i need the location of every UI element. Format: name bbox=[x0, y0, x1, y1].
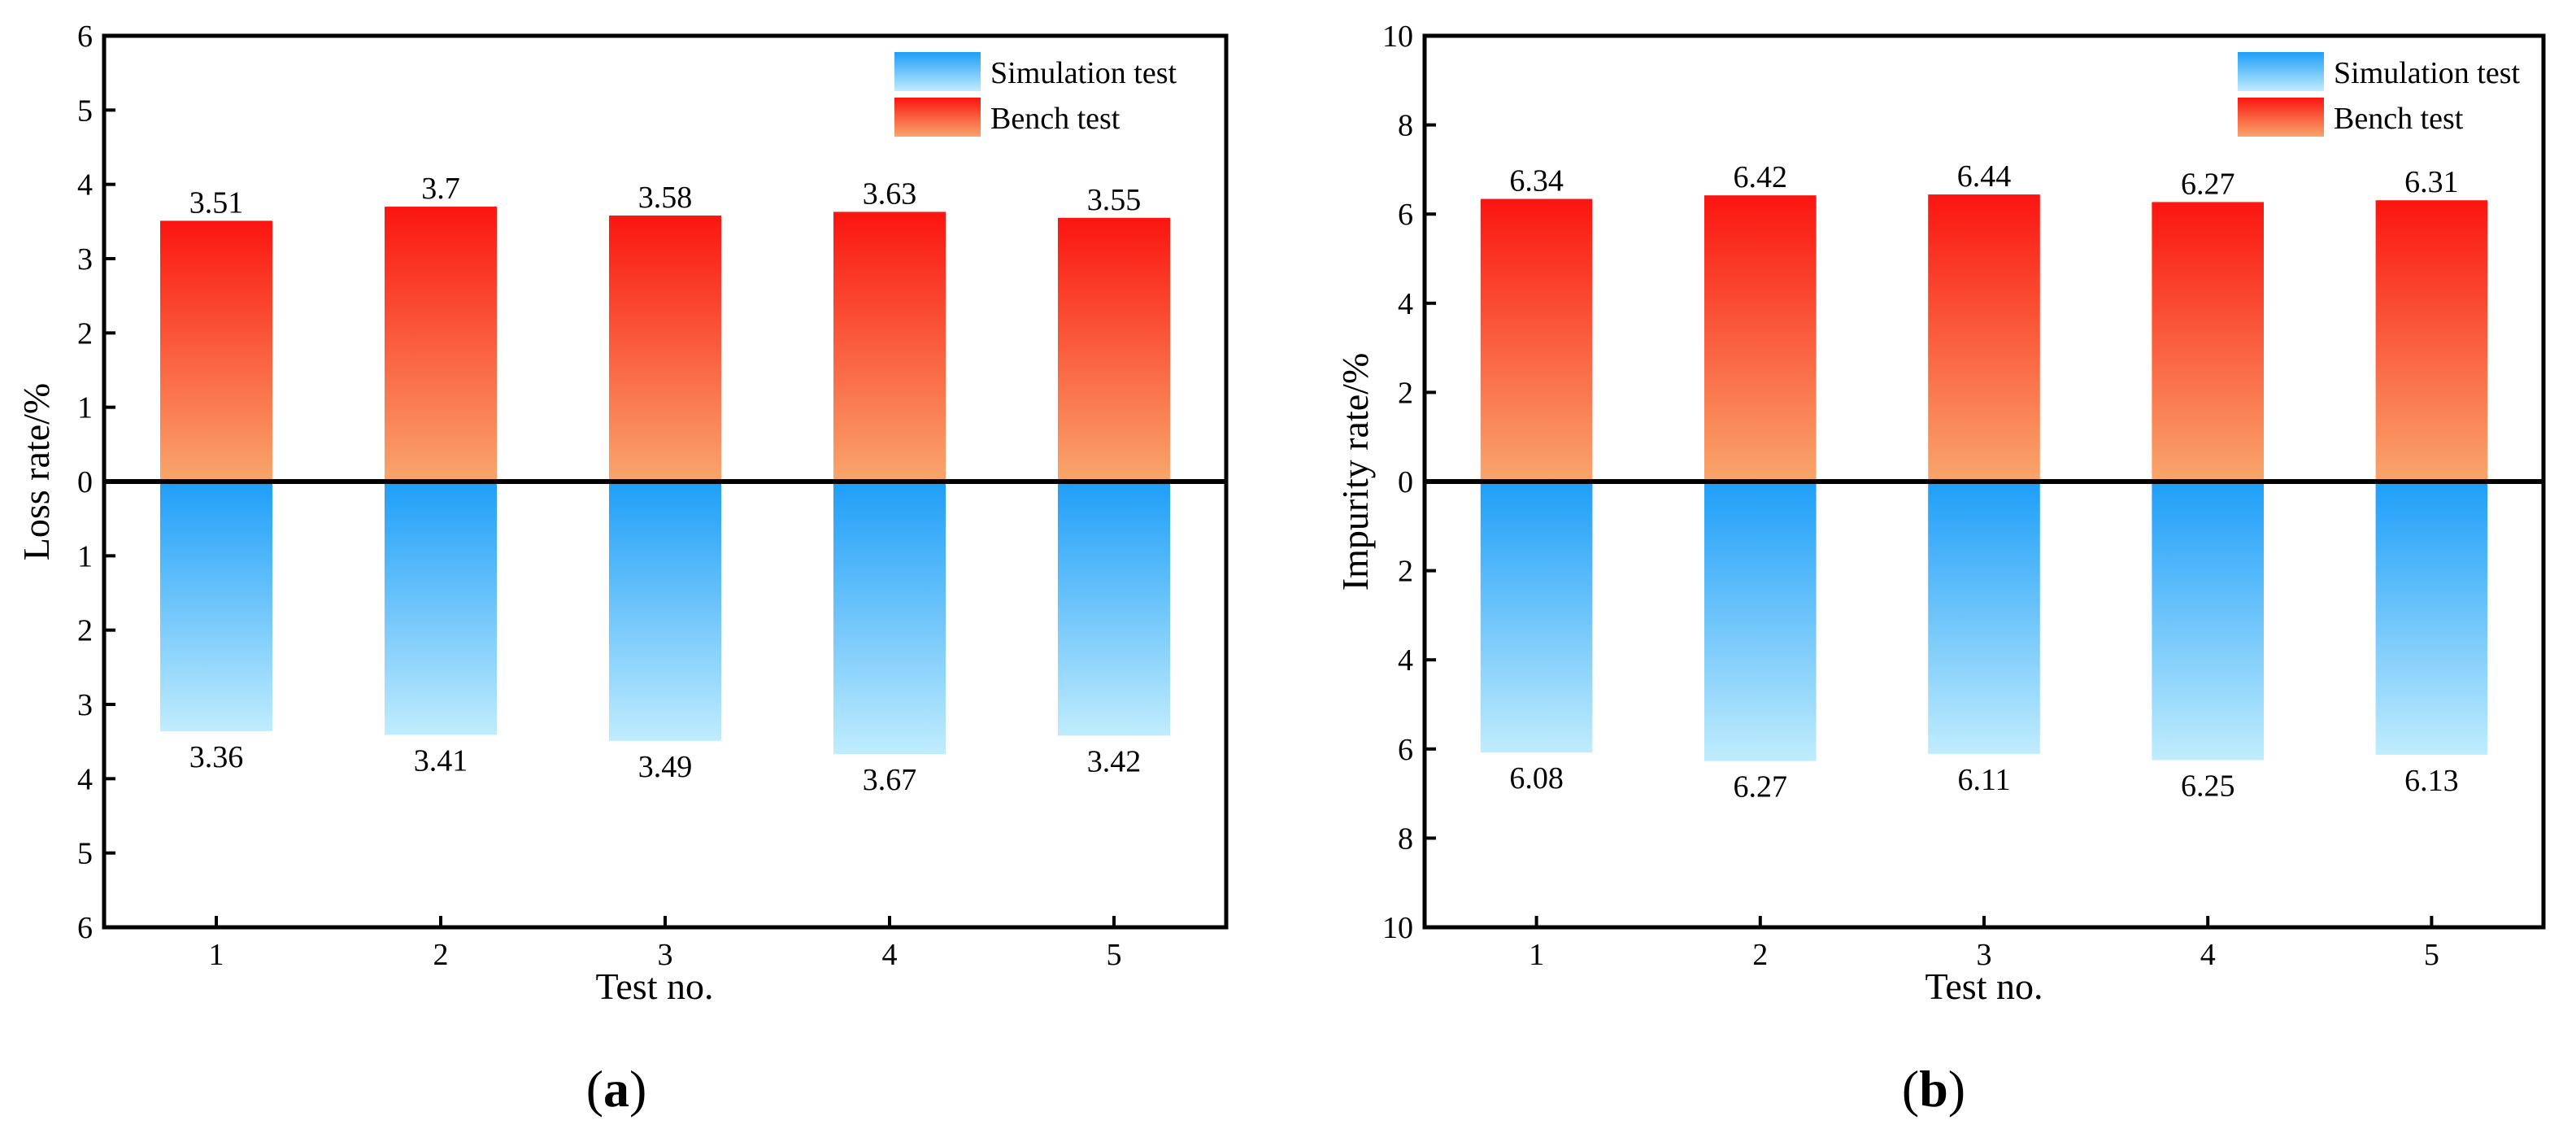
y-tick-label: 6 bbox=[1398, 198, 1413, 232]
bar-bench-test bbox=[1480, 198, 1593, 482]
bar-simulation-test bbox=[1928, 482, 2040, 754]
y-tick-label: 6 bbox=[1398, 733, 1413, 767]
legend-swatch-bench bbox=[2238, 98, 2324, 137]
plot-area: 6.34 6.08 6.42 6.27 6.44 6.11 6.27 6.25 6.31 6.13… bbox=[1382, 20, 2546, 972]
x-tick-label: 4 bbox=[2200, 938, 2216, 972]
x-tick-label: 2 bbox=[1752, 938, 1768, 972]
x-tick-label: 5 bbox=[2424, 938, 2439, 972]
panel-label-a: (a) bbox=[586, 1060, 647, 1118]
data-label-bench: 6.27 bbox=[2181, 167, 2235, 201]
y-tick-label: 0 bbox=[77, 465, 93, 499]
panel-label-b: (b) bbox=[1902, 1060, 1965, 1118]
bar-simulation-test bbox=[1704, 482, 1817, 761]
y-axis-label: Loss rate/% bbox=[15, 383, 57, 560]
x-tick-label: 1 bbox=[1529, 938, 1544, 972]
y-tick-label: 4 bbox=[1398, 643, 1413, 678]
chart-panel-b: 6.34 6.08 6.42 6.27 6.44 6.11 6.27 6.25 6.31 6.13… bbox=[1334, 20, 2546, 1118]
x-tick-label: 1 bbox=[209, 938, 224, 972]
data-label-simulation: 6.08 bbox=[1509, 761, 1564, 796]
data-label-bench: 6.31 bbox=[2404, 165, 2459, 199]
data-label-simulation: 3.67 bbox=[863, 763, 917, 797]
data-label-bench: 6.42 bbox=[1734, 160, 1788, 194]
y-tick-label: 10 bbox=[1382, 911, 1413, 945]
data-label-simulation: 6.11 bbox=[1957, 763, 2010, 797]
bar-simulation-test bbox=[833, 482, 946, 755]
bar-simulation-test bbox=[385, 482, 497, 735]
y-tick-label: 4 bbox=[77, 762, 93, 796]
data-label-simulation: 3.49 bbox=[638, 750, 693, 784]
legend-swatch-simulation bbox=[894, 52, 981, 91]
x-tick-label: 3 bbox=[1977, 938, 1992, 972]
y-axis-label: Impurity rate/% bbox=[1334, 353, 1376, 591]
data-label-bench: 3.7 bbox=[421, 172, 460, 206]
y-tick-label: 5 bbox=[77, 837, 93, 871]
bar-bench-test bbox=[1704, 195, 1817, 482]
x-tick-label: 2 bbox=[433, 938, 449, 972]
y-tick-label: 1 bbox=[77, 391, 93, 425]
y-tick-label: 6 bbox=[77, 911, 93, 945]
data-label-bench: 3.63 bbox=[863, 177, 917, 211]
bar-bench-test bbox=[2152, 202, 2264, 482]
bar-bench-test bbox=[1928, 194, 2040, 482]
y-tick-label: 8 bbox=[1398, 822, 1413, 856]
bar-simulation-test bbox=[2152, 482, 2264, 761]
chart-panel-a: 3.51 3.36 3.7 3.41 3.58 3.49 3.63 3.67 3.55 3.42 6… bbox=[15, 20, 1229, 1118]
x-tick-label: 3 bbox=[658, 938, 673, 972]
y-tick-label: 5 bbox=[77, 94, 93, 128]
data-label-bench: 6.34 bbox=[1509, 164, 1564, 198]
x-axis-label: Test no. bbox=[596, 966, 714, 1007]
legend-swatch-bench bbox=[894, 98, 981, 137]
bar-bench-test bbox=[833, 211, 946, 482]
bar-bench-test bbox=[1058, 217, 1170, 482]
data-label-simulation: 6.13 bbox=[2404, 764, 2459, 798]
data-label-simulation: 6.25 bbox=[2181, 769, 2235, 804]
y-tick-label: 2 bbox=[77, 614, 93, 648]
y-tick-label: 2 bbox=[1398, 555, 1413, 589]
y-tick-label: 4 bbox=[1398, 287, 1413, 321]
data-label-simulation: 3.41 bbox=[414, 743, 468, 778]
bar-simulation-test bbox=[160, 482, 272, 731]
data-label-bench: 3.55 bbox=[1087, 183, 1142, 217]
legend-label-simulation: Simulation test bbox=[2334, 56, 2521, 90]
bar-bench-test bbox=[609, 216, 721, 482]
data-label-simulation: 3.36 bbox=[189, 740, 244, 774]
bar-simulation-test bbox=[2375, 482, 2488, 755]
legend-label-bench: Bench test bbox=[990, 102, 1120, 136]
legend-swatch-simulation bbox=[2238, 52, 2324, 91]
y-tick-label: 8 bbox=[1398, 109, 1413, 143]
bar-simulation-test bbox=[1058, 482, 1170, 736]
bar-bench-test bbox=[385, 207, 497, 482]
y-tick-label: 3 bbox=[77, 242, 93, 277]
x-tick-label: 4 bbox=[882, 938, 898, 972]
y-tick-label: 4 bbox=[77, 168, 93, 203]
bar-bench-test bbox=[160, 220, 272, 482]
data-label-simulation: 3.42 bbox=[1087, 744, 1142, 778]
y-tick-label: 0 bbox=[1398, 465, 1413, 499]
y-tick-label: 2 bbox=[77, 316, 93, 351]
data-label-bench: 6.44 bbox=[1957, 159, 2012, 194]
legend-label-bench: Bench test bbox=[2334, 102, 2464, 136]
y-tick-label: 6 bbox=[77, 20, 93, 54]
legend-label-simulation: Simulation test bbox=[990, 56, 1177, 90]
bar-simulation-test bbox=[1480, 482, 1593, 753]
y-tick-label: 10 bbox=[1382, 20, 1413, 54]
data-label-bench: 3.51 bbox=[189, 185, 244, 220]
y-tick-label: 1 bbox=[77, 539, 93, 573]
y-tick-label: 2 bbox=[1398, 376, 1413, 410]
data-label-simulation: 6.27 bbox=[1734, 770, 1788, 804]
y-tick-label: 3 bbox=[77, 688, 93, 722]
data-label-bench: 3.58 bbox=[638, 181, 693, 215]
x-axis-label: Test no. bbox=[1925, 966, 2043, 1007]
plot-area: 3.51 3.36 3.7 3.41 3.58 3.49 3.63 3.67 3.55 3.42 6… bbox=[77, 20, 1229, 972]
bar-bench-test bbox=[2375, 200, 2488, 482]
x-tick-label: 5 bbox=[1107, 938, 1122, 972]
bar-simulation-test bbox=[609, 482, 721, 741]
